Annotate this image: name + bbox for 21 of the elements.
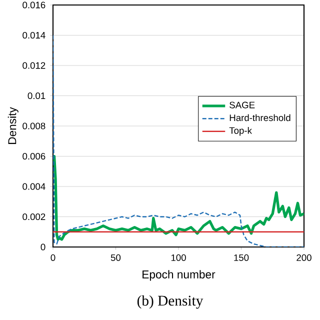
text: (b) Density	[137, 295, 204, 309]
x-tick-label: 150	[234, 254, 249, 261]
y-tick-label: 0.012	[22, 62, 46, 69]
line-series	[53, 154, 304, 241]
y-tick-label: 0.008	[22, 122, 46, 130]
y-tick-label: 0	[40, 244, 46, 250]
x-tick-label: 0	[50, 254, 56, 261]
x-tick-label: 50	[110, 254, 121, 261]
legend-label: SAGE	[230, 102, 255, 108]
y-tick-label: 0.016	[22, 2, 46, 8]
legend-label: Top-k	[229, 127, 252, 136]
y-tick-label: 0.006	[22, 152, 46, 160]
y-tick-label: 0.014	[22, 32, 46, 39]
legend-label: Hard-threshold	[230, 114, 290, 122]
x-axis-title: Epoch number	[142, 270, 216, 281]
y-tick-label: 0.01	[28, 92, 46, 100]
x-tick-label: 100	[171, 254, 186, 261]
x-tick-label: 200	[296, 254, 312, 261]
y-axis-title: Density	[8, 107, 18, 144]
y-tick-label: 0.002	[22, 213, 46, 220]
y-tick-label: 0.004	[22, 183, 46, 190]
